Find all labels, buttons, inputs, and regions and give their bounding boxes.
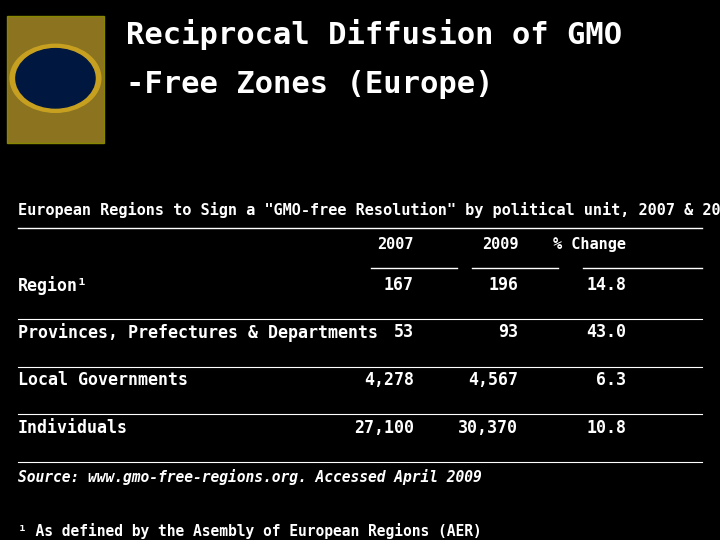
Text: 14.8: 14.8 xyxy=(586,276,626,294)
Text: 6.3: 6.3 xyxy=(596,371,626,389)
Text: Individuals: Individuals xyxy=(18,418,128,436)
Text: 10.8: 10.8 xyxy=(586,418,626,436)
Text: ¹ As defined by the Asembly of European Regions (AER): ¹ As defined by the Asembly of European … xyxy=(18,523,482,539)
Text: % Change: % Change xyxy=(554,237,626,252)
Text: Region¹: Region¹ xyxy=(18,276,88,295)
Text: European Regions to Sign a "GMO-free Resolution" by political unit, 2007 & 2009: European Regions to Sign a "GMO-free Res… xyxy=(18,202,720,219)
Text: -Free Zones (Europe): -Free Zones (Europe) xyxy=(126,70,493,99)
Text: 30,370: 30,370 xyxy=(459,418,518,436)
Text: 4,567: 4,567 xyxy=(469,371,518,389)
Text: Provinces, Prefectures & Departments: Provinces, Prefectures & Departments xyxy=(18,323,378,342)
Text: Reciprocal Diffusion of GMO: Reciprocal Diffusion of GMO xyxy=(126,19,622,50)
Text: 196: 196 xyxy=(488,276,518,294)
Text: 4,278: 4,278 xyxy=(364,371,414,389)
Text: 53: 53 xyxy=(394,323,414,341)
Text: 93: 93 xyxy=(498,323,518,341)
Text: Source: www.gmo-free-regions.org. Accessed April 2009: Source: www.gmo-free-regions.org. Access… xyxy=(18,469,482,485)
Text: 43.0: 43.0 xyxy=(586,323,626,341)
Text: Local Governments: Local Governments xyxy=(18,371,188,389)
Text: 167: 167 xyxy=(384,276,414,294)
Circle shape xyxy=(16,49,95,108)
Text: 27,100: 27,100 xyxy=(354,418,414,436)
Text: 2007: 2007 xyxy=(377,237,414,252)
Circle shape xyxy=(10,44,101,112)
FancyBboxPatch shape xyxy=(7,16,104,143)
Text: 2009: 2009 xyxy=(482,237,518,252)
